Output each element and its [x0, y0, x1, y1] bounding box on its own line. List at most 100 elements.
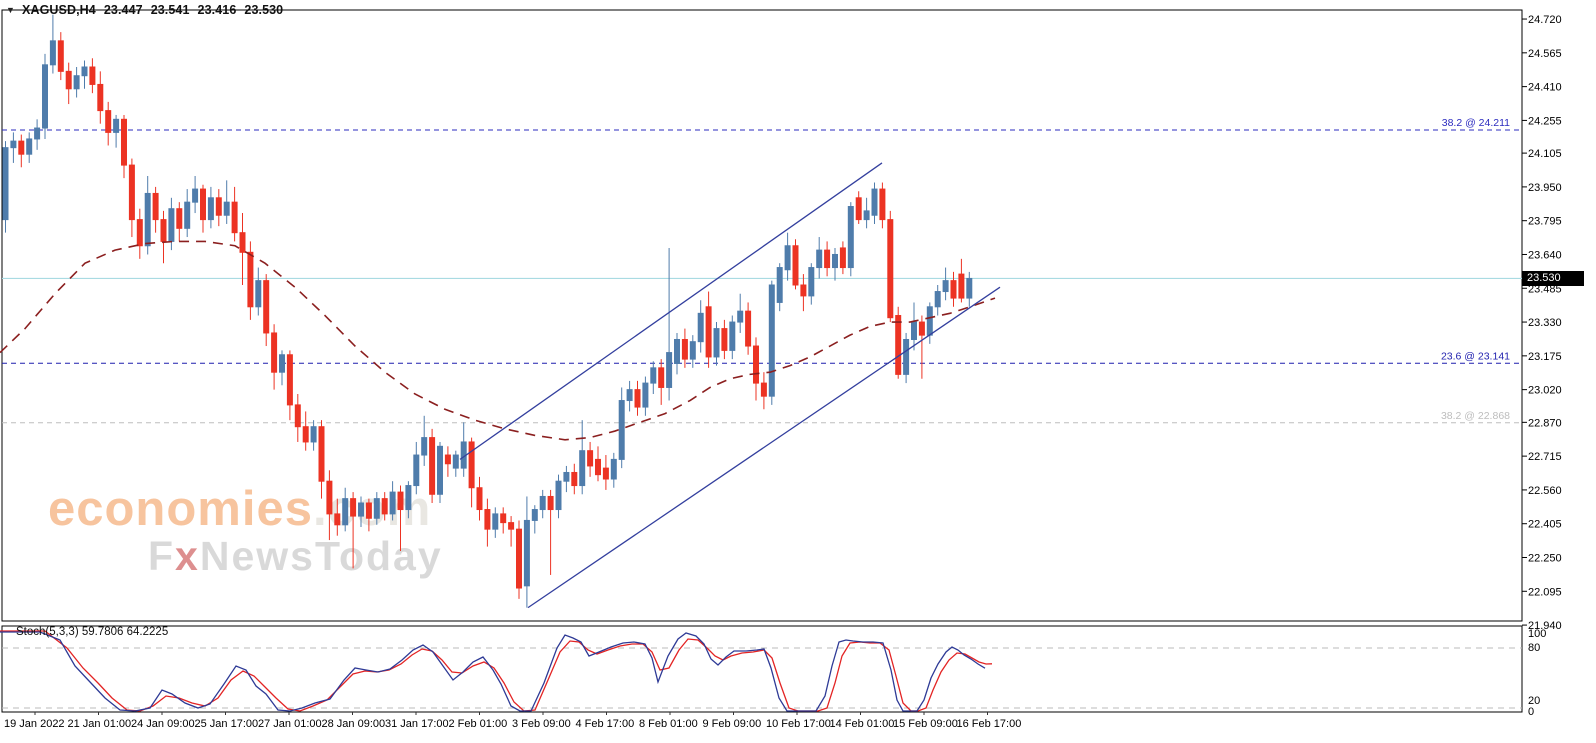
- y-axis-label: 22.405: [1528, 519, 1562, 531]
- candle-body: [200, 188, 206, 221]
- trend-channel-line: [459, 162, 883, 460]
- candle-body: [358, 502, 364, 517]
- candle-body: [318, 426, 325, 482]
- candle-body: [160, 219, 167, 242]
- candle-body: [705, 306, 712, 358]
- candle-body: [334, 513, 341, 526]
- stoch-axis-label: 80: [1528, 642, 1540, 654]
- x-axis-label: 28 Jan 09:00: [322, 718, 386, 730]
- candle-body: [176, 208, 183, 229]
- candle-body: [887, 219, 894, 319]
- x-axis-label: 14 Feb 01:00: [830, 718, 895, 730]
- symbol-dropdown-icon[interactable]: ▼: [6, 5, 16, 15]
- stoch-axis-label: 100: [1528, 628, 1546, 640]
- candle-body: [207, 197, 214, 221]
- candle-body: [405, 485, 412, 511]
- y-axis-label: 23.485: [1528, 283, 1562, 295]
- candle-body: [539, 495, 546, 511]
- x-axis-label: 19 Jan 2022: [4, 718, 65, 730]
- candle-body: [302, 426, 309, 443]
- candle-body: [381, 498, 388, 515]
- candle-body: [950, 280, 957, 299]
- candle-body: [223, 201, 230, 216]
- candle-body: [18, 140, 25, 155]
- candle-body: [650, 367, 657, 384]
- x-axis-label: 16 Feb 17:00: [957, 718, 1022, 730]
- x-axis-label: 31 Jan 17:00: [385, 718, 449, 730]
- candle-body: [128, 164, 135, 221]
- candle-body: [49, 40, 56, 66]
- stochastic-name: Stoch(5,3,3): [16, 626, 79, 638]
- candle-body: [294, 404, 301, 428]
- watermark-x-logo: x: [175, 533, 200, 580]
- candle-body: [847, 206, 854, 269]
- candle-body: [879, 188, 886, 221]
- candle-body: [255, 280, 262, 308]
- candle-body: [26, 138, 33, 155]
- chart-title-bar: ▼ XAGUSD,H4 23.447 23.541 23.416 23.530: [6, 3, 291, 17]
- candle-body: [871, 188, 878, 216]
- y-axis-label: 22.870: [1528, 417, 1562, 429]
- y-axis-label: 24.720: [1528, 14, 1562, 26]
- x-axis-label: 27 Jan 01:00: [258, 718, 322, 730]
- candle-body: [492, 513, 499, 530]
- candle-body: [81, 66, 88, 77]
- stochastic-main-value: 59.7806: [81, 626, 124, 638]
- candle-body: [903, 338, 910, 375]
- candle-body: [626, 389, 633, 402]
- candle-body: [365, 502, 372, 519]
- candle-body: [563, 471, 570, 482]
- candle-body: [413, 454, 420, 487]
- trend-channel-line: [527, 286, 1001, 609]
- candle-body: [42, 64, 48, 129]
- candle-body: [547, 495, 554, 511]
- x-axis-label: 25 Jan 17:00: [195, 718, 259, 730]
- candle-body: [918, 321, 925, 336]
- candle-body: [571, 471, 578, 487]
- candle-body: [444, 454, 451, 465]
- candle-body: [326, 480, 333, 515]
- candle-body: [144, 192, 151, 247]
- candle-body: [113, 118, 120, 133]
- stochastic-signal-value: 64.2225: [126, 626, 169, 638]
- candle-body: [168, 208, 175, 242]
- x-axis-label: 10 Feb 17:00: [766, 718, 831, 730]
- candle-body: [73, 75, 80, 90]
- candle-body: [437, 445, 443, 495]
- candle-body: [271, 332, 278, 373]
- candle-body: [263, 280, 270, 334]
- candle-body: [350, 498, 357, 517]
- candle-body: [579, 450, 586, 487]
- candle-body: [215, 197, 222, 216]
- candle-body: [279, 354, 285, 373]
- candle-body: [816, 249, 823, 269]
- candle-body: [642, 382, 649, 408]
- ohlc-high: 23.541: [150, 3, 190, 17]
- stoch-axis-label: 0: [1528, 706, 1534, 718]
- moving-average-line: [0, 240, 996, 441]
- candle-body: [476, 487, 483, 511]
- candle-body: [97, 83, 104, 112]
- candle-body: [34, 127, 41, 140]
- main-pane-border: [1, 9, 1523, 622]
- y-axis-label: 23.795: [1528, 216, 1562, 228]
- candle-body: [595, 458, 601, 476]
- candle-body: [389, 491, 396, 515]
- candle-body: [286, 354, 293, 406]
- candle-body: [681, 338, 688, 360]
- candle-body: [342, 498, 349, 526]
- candle-body: [121, 118, 127, 166]
- candle-body: [247, 251, 254, 308]
- candle-body: [500, 513, 507, 524]
- candle-body: [737, 310, 744, 323]
- candle-body: [10, 140, 17, 149]
- x-axis-label: 9 Feb 09:00: [703, 718, 762, 730]
- candle-body: [745, 310, 752, 347]
- candle-body: [721, 328, 728, 351]
- candle-body: [832, 253, 838, 269]
- y-axis-label: 24.105: [1528, 148, 1562, 160]
- x-axis-label: 4 Feb 17:00: [576, 718, 635, 730]
- watermark-brand-text: economies: [48, 482, 313, 536]
